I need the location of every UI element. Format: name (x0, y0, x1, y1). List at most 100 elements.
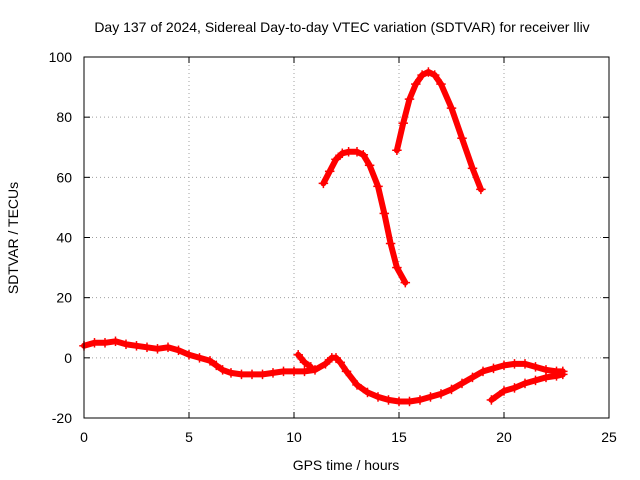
data-point (299, 357, 310, 368)
data-point (343, 147, 354, 157)
data-point (446, 384, 457, 395)
data-point (293, 350, 303, 360)
data-point (184, 350, 194, 360)
data-point (400, 277, 411, 288)
data-point (385, 238, 396, 249)
data-point (320, 359, 331, 369)
data-point (331, 353, 341, 363)
data-point (499, 386, 509, 396)
data-point (337, 148, 348, 159)
data-point (476, 184, 486, 195)
data-point (499, 360, 509, 371)
data-point (352, 147, 362, 157)
data-point (404, 94, 415, 104)
data-point (217, 365, 228, 375)
data-point (358, 150, 369, 160)
data-point (436, 79, 446, 89)
data-point (509, 383, 520, 393)
data-point (89, 338, 100, 348)
data-point (509, 359, 520, 369)
series-line (320, 148, 409, 286)
data-point (324, 166, 335, 177)
data-point (488, 363, 499, 374)
series-lower-branch (486, 369, 568, 405)
chart-title: Day 137 of 2024, Sidereal Day-to-day VTE… (94, 19, 589, 35)
data-point (392, 145, 402, 156)
data-point (373, 392, 383, 402)
data-point (268, 368, 278, 378)
data-point (541, 365, 551, 375)
data-point (415, 395, 425, 405)
data-point (331, 154, 341, 165)
x-tick-label: 15 (391, 429, 407, 445)
data-point (131, 341, 142, 351)
data-point (457, 378, 467, 389)
data-point (467, 163, 478, 174)
data-point (392, 262, 402, 273)
data-point (436, 389, 446, 399)
y-tick-label: 40 (56, 230, 72, 246)
y-tick-label: 60 (56, 169, 72, 185)
data-point (398, 118, 408, 128)
data-point (558, 369, 568, 380)
y-axis-title: SDTVAR / TECUs (5, 182, 21, 294)
data-point (318, 178, 329, 189)
data-point (163, 342, 173, 353)
axis-ticks: 0 5 10 15 20 25 -20 0 20 40 60 80 100 (49, 49, 617, 445)
data-point (335, 357, 345, 368)
data-point (205, 356, 215, 366)
series-line (488, 371, 566, 403)
data-point (530, 362, 541, 372)
data-point (478, 366, 488, 377)
data-point (247, 369, 257, 380)
data-point (110, 336, 121, 347)
x-axis-title: GPS time / hours (293, 457, 400, 473)
series-arc-2 (392, 67, 486, 195)
data-point (520, 378, 530, 389)
data-point (194, 353, 205, 363)
y-tick-label: 100 (49, 49, 73, 65)
data-point (364, 160, 375, 171)
data-point (486, 395, 497, 405)
data-point (446, 103, 457, 113)
data-point (121, 339, 131, 350)
data-point (299, 366, 310, 377)
data-point (152, 344, 163, 354)
series-baseline (79, 336, 568, 407)
data-point (373, 181, 383, 192)
data-point (211, 360, 222, 371)
data-point (341, 366, 352, 377)
data-point (352, 380, 362, 390)
x-tick-label: 20 (496, 429, 512, 445)
series-arc-1 (318, 147, 411, 288)
data-series (79, 67, 568, 407)
data-point (173, 345, 184, 356)
y-tick-label: 80 (56, 109, 72, 125)
data-point (306, 362, 316, 372)
data-point (417, 70, 427, 80)
x-tick-label: 0 (80, 429, 88, 445)
data-point (541, 372, 551, 383)
data-point (278, 366, 289, 377)
data-point (383, 395, 394, 405)
data-point (551, 371, 562, 381)
data-point (423, 67, 434, 77)
data-point (404, 396, 415, 407)
y-tick-label: -20 (52, 410, 72, 426)
data-point (142, 342, 152, 353)
data-point (257, 369, 268, 380)
data-point (362, 387, 373, 398)
data-point (226, 368, 236, 378)
data-point (457, 133, 467, 143)
series-line (393, 69, 484, 193)
data-point (530, 375, 541, 386)
x-tick-label: 25 (601, 429, 617, 445)
series-line (81, 338, 566, 405)
data-point (520, 359, 530, 369)
data-point (100, 338, 110, 348)
data-point (467, 372, 478, 383)
data-point (236, 369, 247, 380)
y-tick-label: 20 (56, 290, 72, 306)
data-point (425, 392, 436, 402)
